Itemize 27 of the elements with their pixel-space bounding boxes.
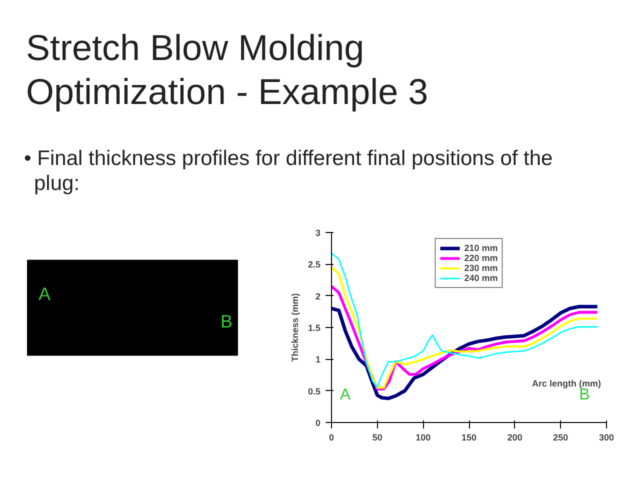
y-tick-label: 1 [315,354,321,365]
annotation: A [340,386,351,404]
x-tick-label: 50 [372,432,382,442]
x-tick-label: 200 [507,432,522,442]
y-tick-label: 0.5 [308,386,321,396]
chart-title: Stretch Blow Molding Optimization - Example 3 [26,26,430,114]
y-tick-label: 0 [315,418,321,428]
text: B [220,311,233,332]
annotation: B [579,386,590,404]
legend-label: 210 mm [464,243,498,253]
legend-label: 230 mm [464,263,498,273]
y-tick-label: 1.5 [308,323,321,333]
y-tick-label: 2.5 [308,260,321,270]
x-tick-label: 250 [553,432,568,442]
y-axis-title: Thickness (mm) [290,293,300,362]
chart-subtitle: • Final thickness profiles for different final positions of the plug: [24,146,554,196]
text: A [38,284,51,304]
x-tick-label: 0 [328,432,334,442]
legend-label: 240 mm [464,273,498,283]
y-tick-label: 3 [315,228,321,238]
x-tick-label: 150 [461,432,477,442]
x-tick-label: 300 [598,432,614,442]
legend-label: 220 mm [464,253,498,263]
x-axis-title: Arc length (mm) [532,378,602,388]
y-tick-label: 2 [315,291,321,302]
x-tick-label: 100 [416,432,431,442]
line-series [332,304,600,400]
